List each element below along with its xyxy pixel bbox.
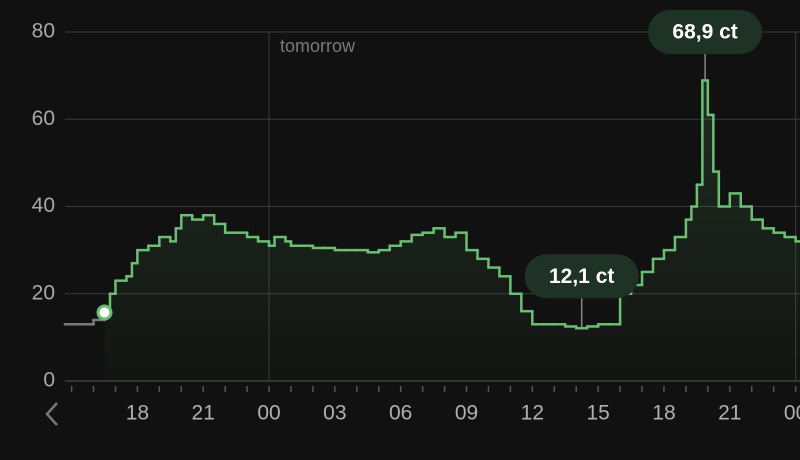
y-tick-label: 80	[32, 20, 55, 43]
callout-label: 68,9 ct	[672, 21, 737, 44]
y-tick-label: 20	[32, 281, 55, 304]
y-tick-label: 60	[32, 107, 55, 130]
callout-bubble	[524, 254, 639, 299]
current-point	[96, 304, 113, 321]
y-tick-label: 40	[32, 194, 55, 217]
callout-bubble	[648, 10, 763, 54]
area-fill	[104, 80, 800, 381]
back-chevron[interactable]	[45, 402, 58, 426]
x-tick-label: 18	[652, 402, 675, 425]
x-tick-label: 15	[586, 402, 609, 425]
y-tick-label: 0	[43, 369, 55, 392]
x-tick-label: 06	[389, 402, 412, 425]
x-tick-label: 00	[257, 402, 280, 425]
callout-label: 12,1 ct	[549, 265, 614, 288]
x-tick-label: 03	[323, 402, 346, 425]
x-tick-label: 09	[455, 402, 478, 425]
x-tick-label: 00	[784, 402, 800, 425]
annotation-label: tomorrow	[280, 36, 356, 56]
x-tick-label: 18	[126, 402, 149, 425]
x-tick-label: 21	[192, 402, 215, 425]
x-tick-label: 21	[718, 402, 741, 425]
x-tick-label: 12	[521, 402, 544, 425]
